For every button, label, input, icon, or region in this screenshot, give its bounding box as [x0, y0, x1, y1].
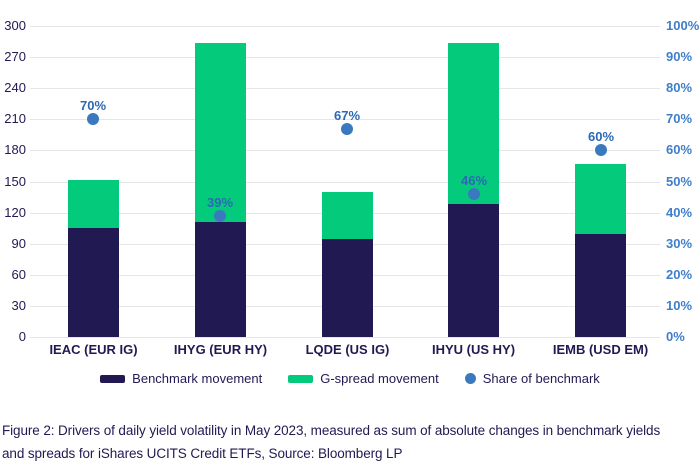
right-axis-tick-label: 0%: [666, 329, 685, 344]
legend-swatch-gspread: [288, 374, 314, 383]
category-label: LQDE (US IG): [305, 342, 390, 357]
gspread-bar-segment: [448, 43, 499, 204]
gspread-bar-segment: [195, 43, 246, 222]
benchmark-bar-segment: [195, 222, 246, 337]
share-dot-label: 46%: [460, 173, 488, 188]
benchmark-bar-segment: [448, 204, 499, 337]
figure-caption: Figure 2: Drivers of daily yield volatil…: [2, 419, 700, 465]
left-axis-tick-label: 0: [18, 329, 26, 344]
legend-swatch-benchmark: [100, 374, 126, 383]
chart-legend: Benchmark movement G-spread movement Sha…: [0, 371, 700, 386]
right-axis-tick-label: 40%: [666, 205, 693, 220]
share-of-benchmark-dot: [87, 113, 99, 125]
gridline: [30, 337, 660, 338]
benchmark-bar-segment: [68, 228, 119, 337]
left-axis-tick-label: 210: [4, 111, 26, 126]
gridline: [30, 150, 660, 151]
left-axis-tick-label: 300: [4, 18, 26, 33]
legend-item-gspread-movement: G-spread movement: [288, 371, 439, 386]
category-label: IEMB (USD EM): [552, 342, 649, 357]
category-label: IEAC (EUR IG): [49, 342, 138, 357]
category-label: IHYU (US HY): [431, 342, 516, 357]
legend-label-benchmark: Benchmark movement: [132, 371, 263, 386]
left-axis-tick-label: 180: [4, 142, 26, 157]
share-dot-label: 39%: [206, 195, 234, 210]
right-axis-tick-label: 10%: [666, 298, 693, 313]
benchmark-bar-segment: [575, 234, 626, 337]
left-axis-tick-label: 90: [11, 236, 26, 251]
share-dot-label: 67%: [333, 108, 361, 123]
left-axis-tick-label: 240: [4, 80, 26, 95]
right-axis-tick-label: 80%: [666, 80, 693, 95]
right-axis-tick-label: 90%: [666, 49, 693, 64]
share-of-benchmark-dot: [214, 210, 226, 222]
legend-item-benchmark-movement: Benchmark movement: [100, 371, 262, 386]
right-axis-tick-label: 70%: [666, 111, 693, 126]
legend-swatch-share-dot: [464, 373, 476, 384]
left-axis-tick-label: 60: [11, 267, 26, 282]
gridline: [30, 88, 660, 89]
left-axis-tick-label: 150: [4, 174, 26, 189]
category-label: IHYG (EUR HY): [173, 342, 268, 357]
right-axis-tick-label: 30%: [666, 236, 693, 251]
legend-item-share-of-benchmark: Share of benchmark: [464, 371, 600, 386]
left-axis-tick-label: 120: [4, 205, 26, 220]
right-axis-tick-label: 60%: [666, 142, 693, 157]
share-of-benchmark-dot: [468, 188, 480, 200]
legend-label-gspread: G-spread movement: [320, 371, 439, 386]
gspread-bar-segment: [322, 192, 373, 239]
right-axis-tick-label: 100%: [666, 18, 700, 33]
right-axis-tick-label: 50%: [666, 174, 693, 189]
share-of-benchmark-dot: [341, 123, 353, 135]
figure-caption-line1: Figure 2: Drivers of daily yield volatil…: [2, 423, 661, 438]
gspread-bar-segment: [68, 180, 119, 228]
share-dot-label: 70%: [79, 98, 107, 113]
legend-label-share: Share of benchmark: [482, 371, 600, 386]
gridline: [30, 26, 660, 27]
share-of-benchmark-dot: [595, 144, 607, 156]
gspread-bar-segment: [575, 164, 626, 234]
plot-area: 0 0% 30 10% 60 20% 90 30% 120 40% 150 50% 180 60% 210 7…: [4, 18, 700, 357]
share-dot-label: 60%: [587, 129, 615, 144]
benchmark-bar-segment: [322, 239, 373, 337]
gridline: [30, 119, 660, 120]
gridline: [30, 57, 660, 58]
gridline: [30, 182, 660, 183]
left-axis-tick-label: 270: [4, 49, 26, 64]
left-axis-tick-label: 30: [11, 298, 26, 313]
figure-caption-line2: and spreads for iShares UCITS Credit ETF…: [2, 446, 403, 461]
right-axis-tick-label: 20%: [666, 267, 693, 282]
